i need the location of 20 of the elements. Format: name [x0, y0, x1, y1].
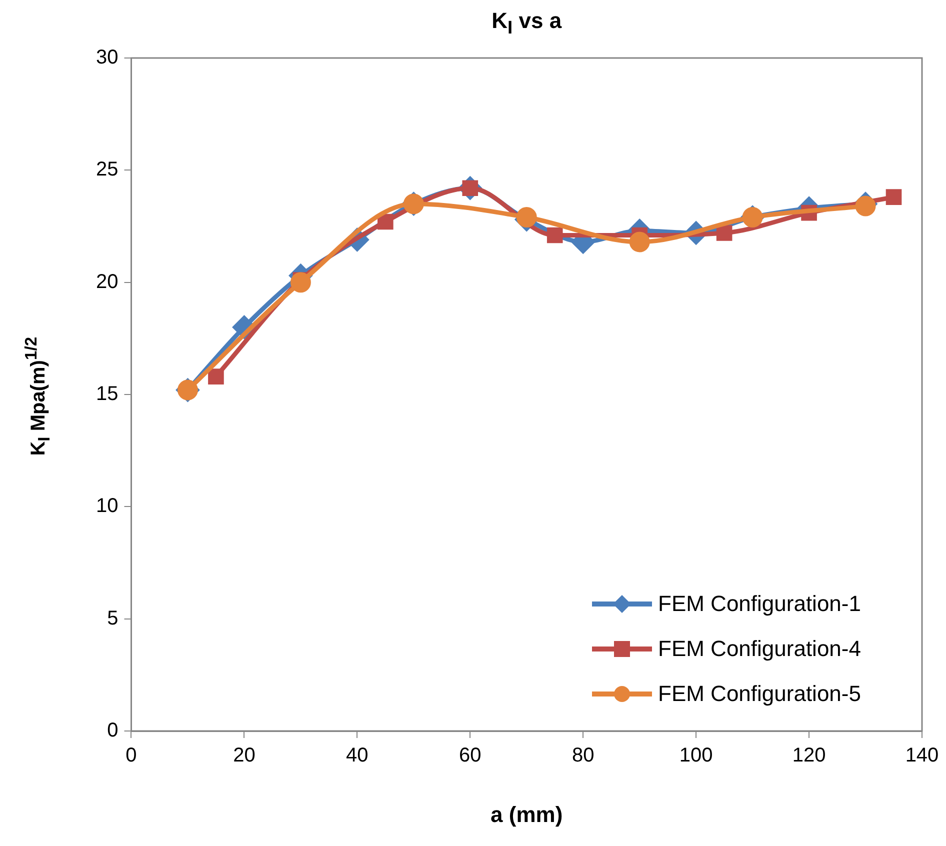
- x-tick-label: 60: [459, 744, 482, 767]
- y-tick-label: 25: [96, 158, 118, 181]
- x-tick-label: 0: [126, 744, 137, 767]
- x-tick-label: 120: [792, 744, 826, 767]
- x-tick-label: 100: [679, 744, 713, 767]
- y-tick-label: 20: [96, 270, 118, 293]
- x-tick-label: 140: [905, 744, 939, 767]
- y-tick-label: 0: [107, 720, 118, 742]
- y-tick-label: 10: [96, 495, 118, 518]
- x-tick-label: 20: [233, 744, 256, 767]
- x-tick-label: 80: [572, 744, 594, 767]
- legend-label: FEM Configuration-4: [658, 636, 861, 662]
- x-tick-label: 40: [346, 744, 368, 767]
- y-tick-label: 30: [96, 46, 118, 69]
- legend-label: FEM Configuration-1: [658, 590, 861, 616]
- x-axis-title: a (mm): [490, 802, 564, 828]
- y-tick-label: 15: [96, 383, 118, 406]
- y-tick-label: 5: [107, 607, 118, 630]
- legend-label: FEM Configuration-5: [658, 680, 861, 706]
- chart-title: K$_{I}$ vs a: [490, 8, 563, 38]
